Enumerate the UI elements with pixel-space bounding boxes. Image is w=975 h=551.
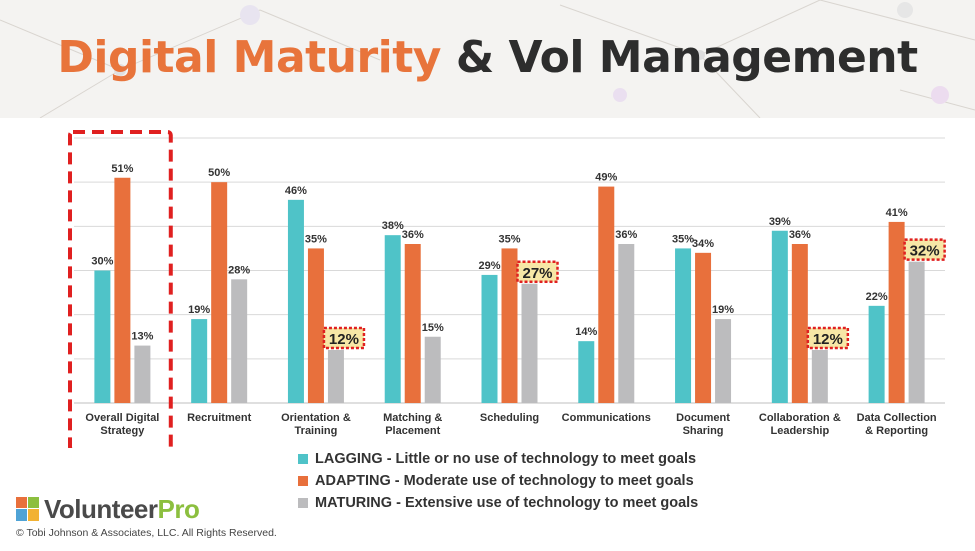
- bar-maturing: [327, 350, 344, 403]
- bar-lagging: [771, 230, 788, 403]
- category-label: Data Collection: [857, 412, 937, 424]
- highlight-box-overall-digital-strategy: [68, 130, 173, 448]
- data-label: 12%: [329, 331, 359, 348]
- category-label: Orientation &: [281, 412, 351, 424]
- data-label: 19%: [188, 304, 210, 316]
- page-title: Digital Maturity & Vol Management: [0, 32, 975, 83]
- title-highlight: Digital Maturity: [57, 32, 441, 83]
- data-label: 39%: [769, 216, 791, 228]
- bar-maturing: [618, 244, 635, 403]
- bar-adapting: [114, 177, 131, 403]
- data-label: 38%: [382, 220, 404, 232]
- legend-swatch-adapting: [298, 476, 308, 486]
- bar-lagging: [675, 248, 692, 403]
- data-label: 28%: [228, 264, 250, 276]
- title-rest: & Vol Management: [455, 32, 918, 83]
- legend-swatch-lagging: [298, 454, 308, 464]
- data-label: 12%: [813, 331, 843, 348]
- data-label-highlight-box: [516, 260, 559, 283]
- data-label: 27%: [522, 265, 552, 282]
- data-label: 36%: [615, 229, 637, 241]
- logo-text-pro: Pro: [157, 493, 200, 524]
- bar-adapting: [791, 244, 808, 403]
- bar-lagging: [868, 305, 885, 403]
- bar-maturing: [134, 345, 151, 403]
- legend-item-adapting: ADAPTING - Moderate use of technology to…: [298, 470, 698, 492]
- bar-lagging: [384, 235, 401, 403]
- data-label: 30%: [91, 256, 113, 268]
- bar-adapting: [404, 244, 421, 403]
- bar-adapting: [695, 252, 712, 403]
- category-label: Training: [295, 425, 338, 437]
- category-label: & Reporting: [865, 425, 928, 437]
- data-label: 46%: [285, 185, 307, 197]
- logo-text-volunteer: Volunteer: [44, 493, 158, 524]
- legend-swatch-maturing: [298, 498, 308, 508]
- data-label: 19%: [712, 304, 734, 316]
- data-label: 41%: [886, 207, 908, 219]
- volunteerpro-mark-icon: [16, 497, 39, 521]
- bar-lagging: [481, 274, 498, 403]
- volunteerpro-logo: VolunteerPro: [14, 493, 200, 524]
- data-label: 50%: [208, 167, 230, 179]
- category-label: Document: [676, 412, 730, 424]
- data-label: 36%: [402, 229, 424, 241]
- bar-maturing: [811, 350, 828, 403]
- bar-adapting: [307, 248, 324, 403]
- data-label: 51%: [111, 163, 133, 175]
- legend-label-maturing: MATURING - Extensive use of technology t…: [315, 495, 699, 511]
- bar-adapting: [598, 186, 615, 403]
- network-background-graphic: [0, 0, 975, 118]
- legend-item-maturing: MATURING - Extensive use of technology t…: [298, 492, 698, 514]
- data-label: 35%: [305, 233, 327, 245]
- data-label: 36%: [789, 229, 811, 241]
- bar-lagging: [191, 319, 208, 403]
- legend-label-lagging: LAGGING - Little or no use of technology…: [315, 451, 697, 467]
- bar-maturing: [231, 279, 248, 403]
- legend-label-adapting: ADAPTING - Moderate use of technology to…: [315, 473, 694, 489]
- bar-maturing: [908, 261, 925, 403]
- category-label: Strategy: [100, 425, 145, 437]
- category-label: Sharing: [683, 425, 724, 437]
- bar-maturing: [521, 283, 538, 403]
- bar-adapting: [211, 182, 228, 403]
- data-label: 15%: [422, 322, 444, 334]
- copyright-notice: © Tobi Johnson & Associates, LLC. All Ri…: [16, 527, 277, 539]
- bar-adapting: [888, 221, 905, 403]
- chart-legend: LAGGING - Little or no use of technology…: [298, 448, 698, 514]
- category-label: Scheduling: [480, 412, 539, 424]
- data-label-highlight-box: [903, 238, 946, 261]
- data-label-highlight-box: [322, 326, 366, 350]
- bar-lagging: [287, 199, 304, 403]
- data-label: 49%: [595, 172, 617, 184]
- category-label: Matching &: [383, 412, 442, 424]
- category-label: Leadership: [770, 425, 829, 437]
- category-label: Overall Digital: [85, 412, 159, 424]
- data-label-highlight-box: [806, 326, 850, 350]
- data-label: 34%: [692, 238, 714, 250]
- category-label: Recruitment: [187, 412, 252, 424]
- data-label: 32%: [910, 243, 940, 260]
- data-label: 22%: [866, 291, 888, 303]
- data-label: 35%: [498, 233, 520, 245]
- category-label: Placement: [385, 425, 440, 437]
- legend-item-lagging: LAGGING - Little or no use of technology…: [298, 448, 698, 470]
- bar-lagging: [578, 341, 595, 403]
- bar-maturing: [424, 336, 441, 403]
- data-label: 29%: [478, 260, 500, 272]
- bar-maturing: [715, 319, 732, 403]
- bar-lagging: [94, 270, 111, 403]
- data-label: 14%: [575, 326, 597, 338]
- title-banner: Digital Maturity & Vol Management: [0, 0, 975, 118]
- data-label: 13%: [131, 331, 153, 343]
- bar-adapting: [501, 248, 518, 403]
- category-label: Communications: [562, 412, 651, 424]
- data-label: 35%: [672, 233, 694, 245]
- category-label: Collaboration &: [759, 412, 841, 424]
